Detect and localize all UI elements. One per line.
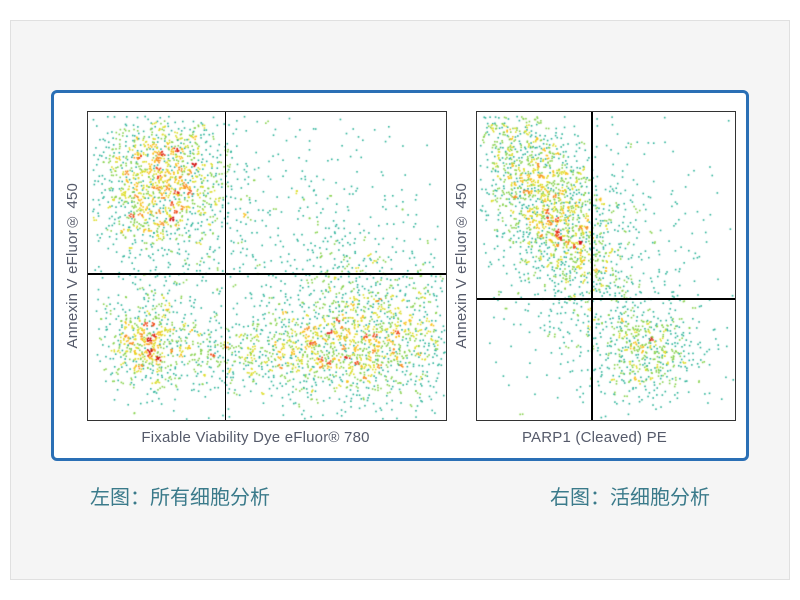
left-plot-group: Annexin V eFluor® 450 Fixable Viability … — [64, 111, 447, 446]
figure-background: Annexin V eFluor® 450 Fixable Viability … — [10, 20, 790, 580]
left-scatter-canvas — [88, 112, 448, 422]
right-caption: 右图：活细胞分析 — [550, 481, 710, 510]
left-plot-box — [87, 111, 447, 421]
scatter-panel: Annexin V eFluor® 450 Fixable Viability … — [51, 90, 749, 461]
captions-row: 左图：所有细胞分析 右图：活细胞分析 — [50, 481, 750, 510]
left-caption: 左图：所有细胞分析 — [90, 481, 270, 510]
right-plot-row: Annexin V eFluor® 450 — [453, 111, 736, 421]
right-quadrant-vline — [591, 112, 593, 420]
left-quadrant-vline — [225, 112, 227, 420]
left-ylabel: Annexin V eFluor® 450 — [64, 183, 81, 348]
right-ylabel: Annexin V eFluor® 450 — [453, 183, 470, 348]
left-plot-row: Annexin V eFluor® 450 — [64, 111, 447, 421]
left-xlabel: Fixable Viability Dye eFluor® 780 — [141, 429, 369, 446]
right-plot-group: Annexin V eFluor® 450 PARP1 (Cleaved) PE — [453, 111, 736, 446]
left-quadrant-hline — [88, 273, 446, 275]
right-xlabel: PARP1 (Cleaved) PE — [522, 429, 667, 446]
right-plot-box — [476, 111, 736, 421]
right-quadrant-hline — [477, 298, 735, 300]
right-scatter-canvas — [477, 112, 737, 422]
